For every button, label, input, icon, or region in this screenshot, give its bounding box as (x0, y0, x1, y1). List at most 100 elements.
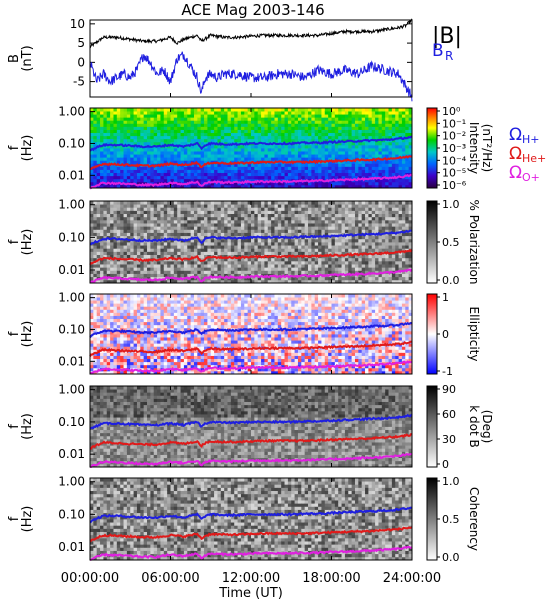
heatmap-cell (180, 235, 185, 240)
heatmap-cell (167, 242, 171, 246)
heatmap-cell (237, 257, 242, 262)
heatmap-cell (348, 216, 353, 221)
heatmap-cell (224, 204, 228, 208)
heatmap-cell (371, 123, 376, 127)
heatmap-cell (180, 232, 185, 237)
heatmap-cell (93, 138, 98, 143)
heatmap-cell (388, 223, 393, 227)
heatmap-cell (361, 216, 366, 221)
heatmap-cell (224, 270, 228, 274)
heatmap-cell (116, 160, 121, 164)
heatmap-cell (96, 279, 101, 284)
heatmap-cell (130, 160, 134, 164)
heatmap-cell (381, 257, 386, 262)
heatmap-cell (308, 154, 312, 158)
heatmap-cell (234, 279, 238, 284)
heatmap-cell (318, 235, 322, 240)
heatmap-cell (153, 120, 158, 124)
heatmap-cell (267, 144, 272, 149)
heatmap-cell (140, 201, 145, 205)
heatmap-cell (361, 175, 366, 180)
heatmap-cell (267, 210, 272, 215)
heatmap-cell (375, 210, 379, 215)
heatmap-cell (103, 160, 108, 164)
heatmap-cell (190, 276, 195, 281)
heatmap-cell (308, 242, 312, 246)
heatmap-cell (277, 154, 282, 158)
heatmap-cell (224, 108, 228, 112)
heatmap-cell (244, 126, 249, 130)
heatmap-cell (143, 223, 148, 227)
heatmap-cell (267, 132, 272, 137)
heatmap-cell (126, 108, 131, 112)
heatmap-cell (214, 267, 218, 271)
heatmap-cell (398, 223, 403, 227)
heatmap-cell (217, 184, 222, 189)
heatmap-cell (244, 120, 249, 124)
heatmap-cell (368, 108, 373, 112)
heatmap-cell (177, 270, 181, 274)
heatmap-cell (391, 135, 396, 140)
heatmap-cell (331, 276, 336, 281)
heatmap-cell (153, 126, 158, 130)
heatmap-cell (388, 184, 393, 189)
heatmap-cell (365, 223, 369, 227)
heatmap-cell (251, 135, 255, 140)
heatmap-cell (133, 123, 138, 127)
heatmap-cell (234, 270, 238, 274)
heatmap-cell (294, 129, 299, 134)
heatmap-cell (271, 242, 275, 246)
heatmap-cell (224, 181, 228, 186)
heatmap-cell (291, 163, 295, 167)
heatmap-cell (328, 169, 332, 174)
heatmap-cell (160, 126, 165, 130)
heatmap-cell (193, 229, 198, 233)
heatmap-cell (328, 207, 332, 211)
heatmap-cell (207, 232, 212, 237)
heatmap-cell (187, 260, 192, 265)
heatmap-cell (230, 219, 235, 224)
heatmap-cell (368, 223, 373, 227)
heatmap-cell (106, 251, 111, 256)
heatmap-cell (358, 111, 363, 115)
heatmap-cell (395, 267, 399, 271)
heatmap-cell (240, 219, 245, 224)
heatmap-cell (284, 111, 289, 115)
heatmap-cell (200, 232, 205, 237)
heatmap-cell (240, 216, 245, 221)
heatmap-cell (170, 184, 175, 189)
heatmap-cell (133, 248, 138, 252)
heatmap-cell (398, 141, 403, 146)
heatmap-cell (210, 169, 215, 174)
heatmap-cell (93, 144, 98, 149)
heatmap-cell (173, 175, 178, 180)
heatmap-cell (338, 276, 342, 281)
heatmap-cell (96, 260, 101, 265)
heatmap-cell (264, 245, 269, 249)
heatmap-cell (311, 267, 316, 271)
heatmap-cell (348, 184, 353, 189)
heatmap-cell (140, 154, 145, 158)
heatmap-cell (378, 172, 383, 177)
heatmap-cell (304, 148, 309, 152)
heatmap-cell (187, 251, 192, 256)
heatmap-cell (153, 166, 158, 170)
heatmap-cell (354, 141, 359, 146)
heatmap-cell (385, 276, 389, 281)
heatmap-cell (237, 229, 242, 233)
heatmap-cell (193, 114, 198, 118)
heatmap-cell (220, 279, 225, 284)
heatmap-cell (130, 111, 134, 115)
heatmap-cell (237, 226, 242, 230)
heatmap-cell (378, 210, 383, 215)
heatmap-cell (281, 229, 285, 233)
heatmap-cell (214, 169, 218, 174)
heatmap-cell (247, 163, 252, 167)
heatmap-cell (207, 117, 212, 121)
heatmap-cell (103, 216, 108, 221)
heatmap-cell (365, 235, 369, 240)
heatmap-cell (261, 132, 265, 137)
heatmap-cell (338, 270, 342, 274)
heatmap-cell (261, 210, 265, 215)
heatmap-cell (385, 151, 389, 155)
